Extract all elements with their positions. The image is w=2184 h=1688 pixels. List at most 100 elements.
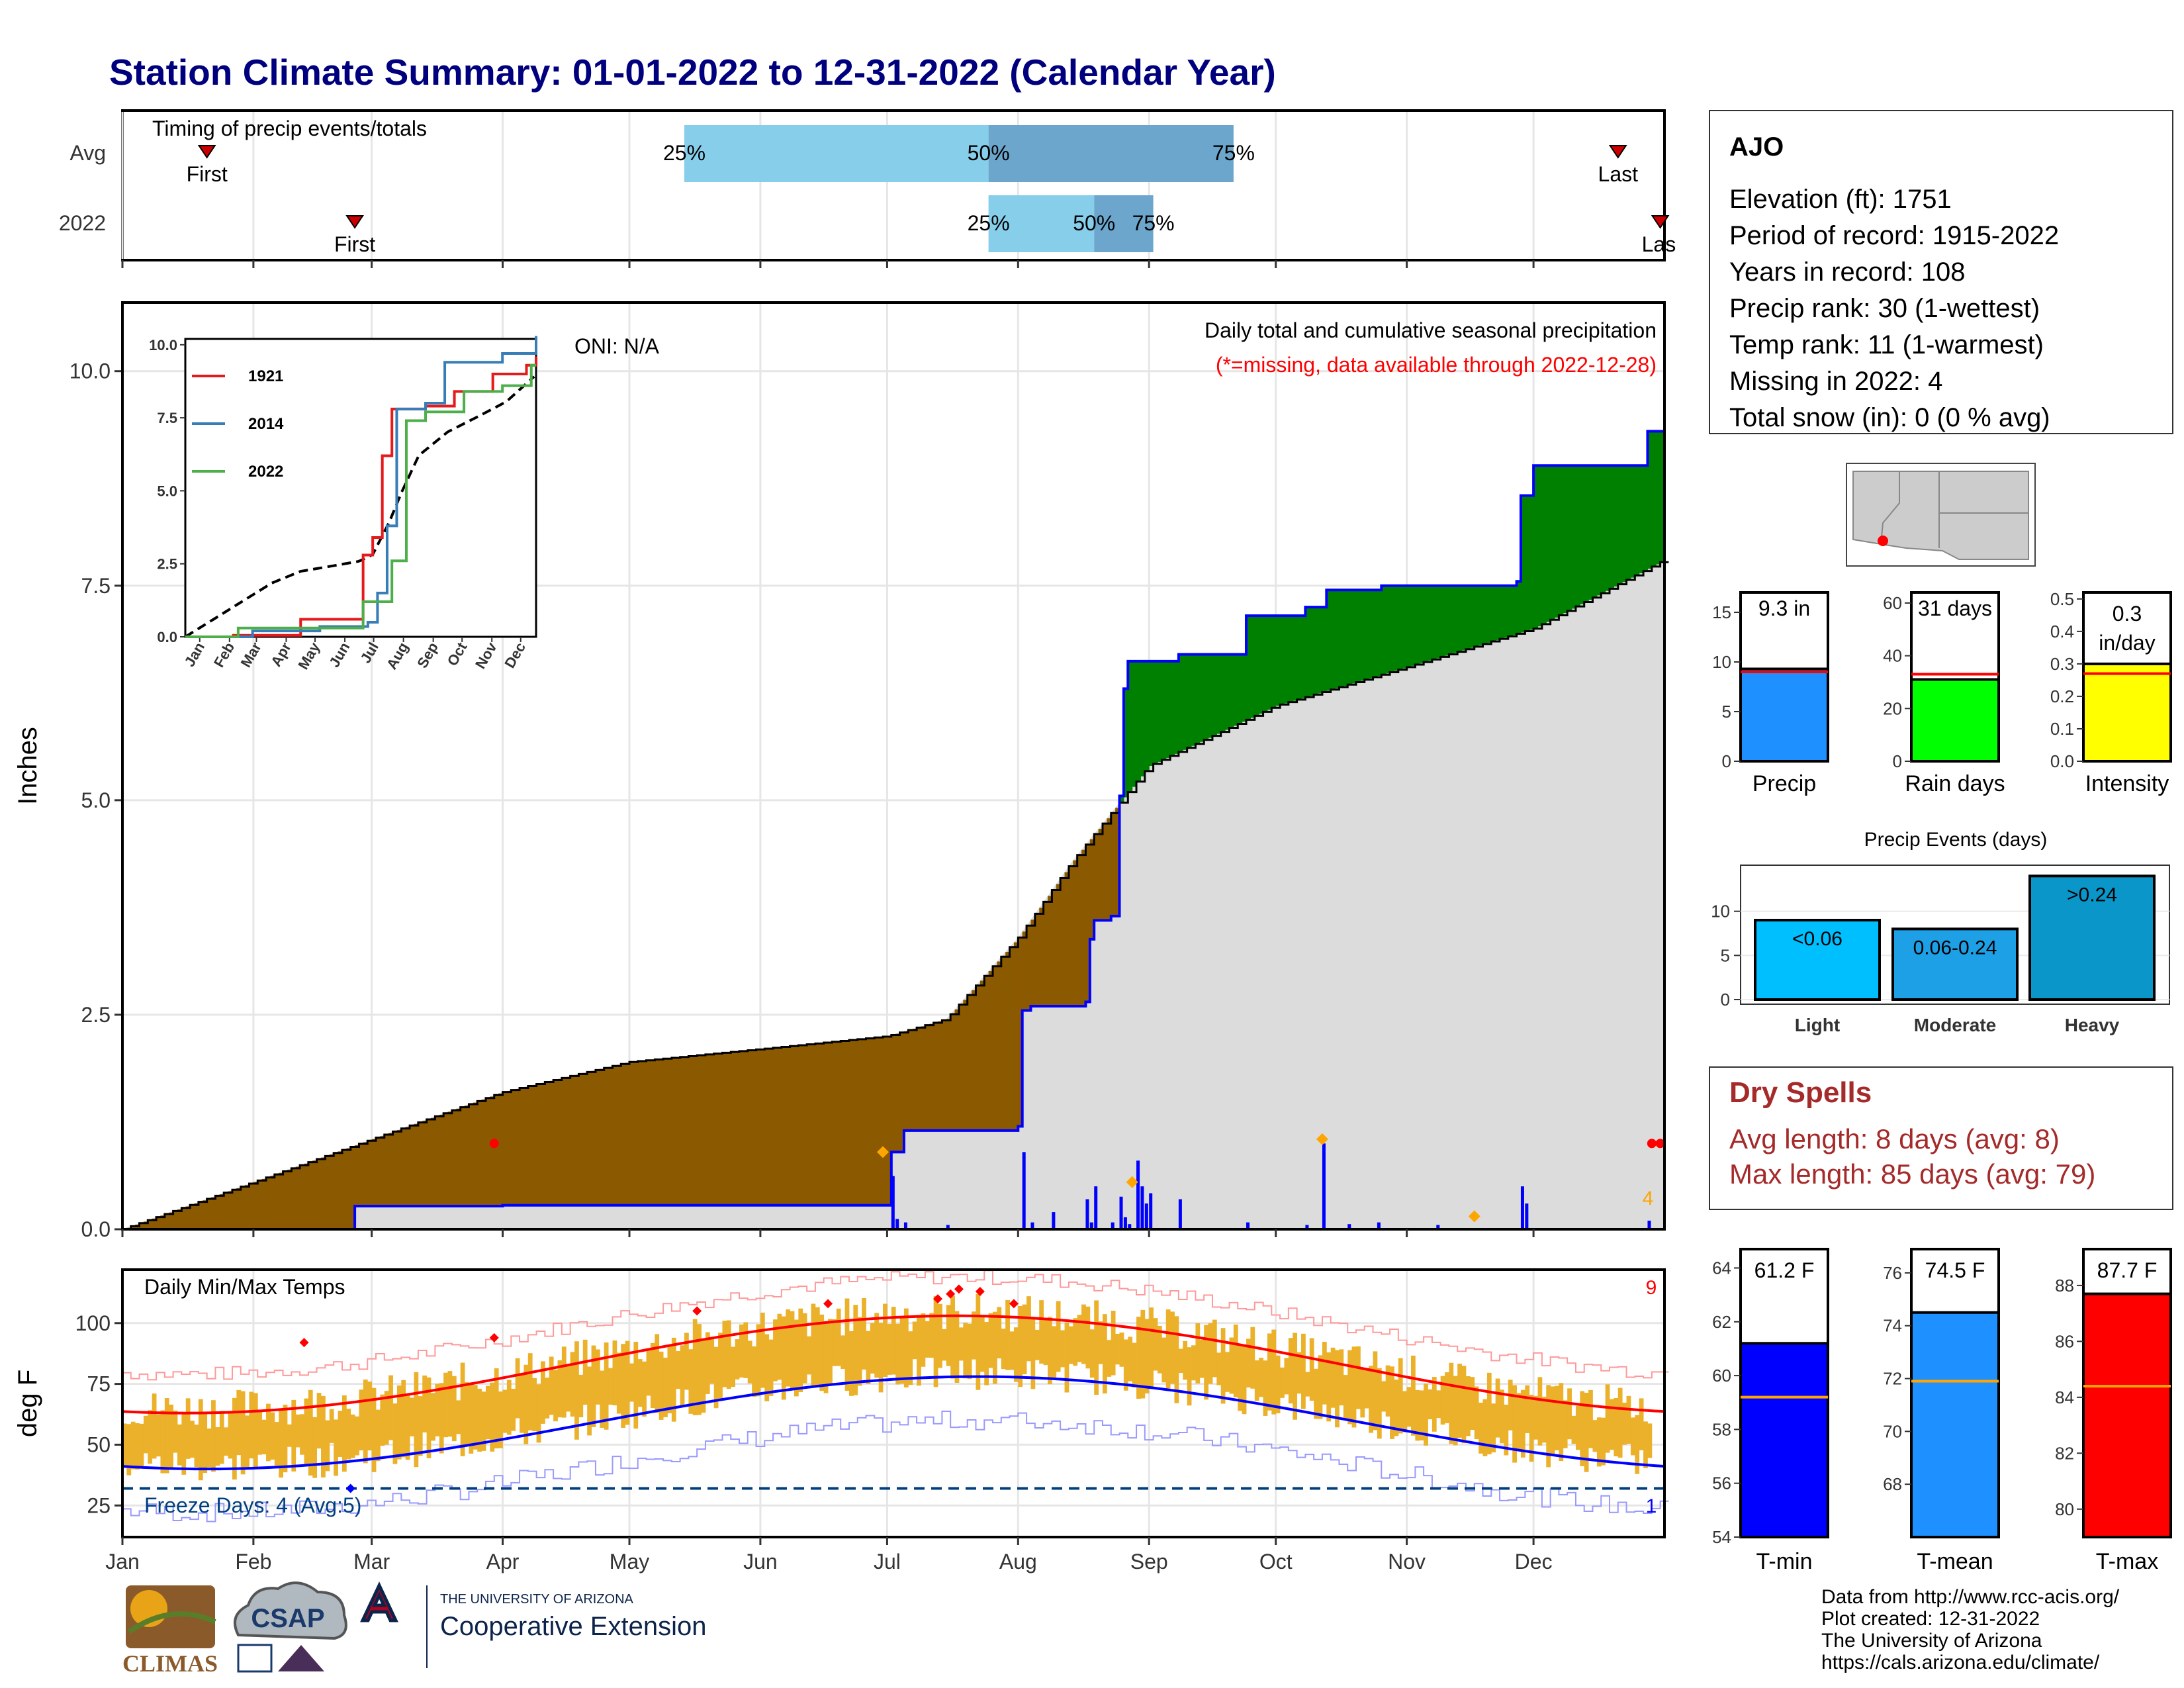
above-normal-fill	[1204, 654, 1209, 740]
below-normal-fill	[976, 985, 981, 1131]
daily-temp-bar	[883, 1303, 887, 1377]
daily-temp-bar	[135, 1423, 140, 1470]
timing-2022-iqr-low	[988, 195, 1095, 252]
above-normal-fill	[1216, 654, 1222, 734]
above-normal-fill	[1263, 616, 1268, 712]
daily-temp-bar	[958, 1327, 964, 1361]
temp-bar-tick-label: 68	[1883, 1474, 1902, 1494]
above-normal-fill	[1275, 616, 1281, 706]
month-label-sep: Sep	[1130, 1550, 1168, 1573]
temp-bar-value-t-mean	[1910, 1311, 2000, 1538]
daily-temp-bar	[616, 1352, 621, 1414]
daily-temp-bar	[1238, 1345, 1243, 1411]
above-normal-fill	[1347, 590, 1353, 685]
below-normal-fill	[206, 1199, 212, 1229]
daily-temp-bar	[380, 1394, 385, 1446]
daily-temp-bar	[1174, 1316, 1179, 1403]
daily-temp-bar	[1077, 1315, 1082, 1362]
below-normal-fill	[781, 1047, 786, 1205]
daily-temp-bar	[1161, 1337, 1167, 1383]
mini-bar-label: Precip	[1752, 771, 1816, 796]
daily-temp-bar	[1360, 1368, 1365, 1418]
below-normal-fill	[485, 1098, 490, 1206]
daily-temp-bar	[1533, 1395, 1538, 1440]
daily-temp-bar	[447, 1371, 453, 1437]
below-normal-fill	[143, 1221, 148, 1229]
daily-temp-bar	[1377, 1368, 1382, 1439]
above-normal-fill	[1626, 465, 1631, 580]
event-bar-moderate	[1891, 927, 2019, 1002]
mini-bar-tick-label: 0	[1722, 751, 1731, 771]
daily-temp-bar	[967, 1323, 972, 1380]
temp-bar-label: T-min	[1756, 1549, 1813, 1574]
above-normal-fill	[1293, 616, 1298, 701]
below-normal-fill	[219, 1194, 224, 1229]
above-normal-fill	[1584, 465, 1589, 602]
daily-temp-bar	[236, 1389, 242, 1456]
daily-temp-bar	[367, 1382, 373, 1451]
dry-spells-title: Dry Spells	[1729, 1076, 1872, 1109]
station-name: AJO	[1729, 132, 1784, 162]
climas-logo-text: CLIMAS	[122, 1650, 218, 1677]
daily-temp-bar	[1406, 1387, 1412, 1427]
record-high-marker	[975, 1287, 985, 1297]
daily-temp-bar	[266, 1403, 271, 1462]
daily-temp-bar	[637, 1359, 643, 1407]
above-normal-fill	[1419, 585, 1424, 664]
timing-2022-iqr-high	[1094, 195, 1154, 252]
daily-temp-bar	[1575, 1405, 1580, 1450]
info-elevation: Elevation (ft): 1751	[1729, 185, 1952, 214]
above-normal-fill	[1369, 590, 1374, 679]
below-normal-fill	[988, 970, 993, 1131]
daily-temp-bar	[1428, 1389, 1433, 1420]
above-normal-fill	[1132, 661, 1137, 787]
above-normal-fill	[1233, 654, 1238, 726]
below-normal-fill	[422, 1121, 428, 1206]
daily-temp-bar	[139, 1423, 144, 1467]
temp-bar-tick-label: 58	[1712, 1419, 1731, 1439]
below-normal-fill	[160, 1215, 165, 1229]
below-normal-fill	[760, 1049, 765, 1205]
above-normal-fill	[1428, 585, 1433, 661]
below-normal-fill	[887, 1036, 892, 1205]
above-normal-fill	[1482, 585, 1488, 644]
daily-temp-bar	[1563, 1400, 1568, 1448]
above-normal-fill	[1149, 661, 1154, 766]
above-normal-fill	[1309, 607, 1314, 696]
daily-temp-bar	[1461, 1366, 1467, 1444]
below-normal-fill	[798, 1045, 803, 1205]
below-normal-fill	[1048, 896, 1052, 1006]
daily-precip-bar	[1052, 1212, 1056, 1229]
daily-temp-bar	[540, 1361, 545, 1424]
daily-temp-bar	[917, 1315, 921, 1386]
daily-temp-bar	[1030, 1317, 1036, 1389]
inset-legend-label: 2014	[248, 415, 284, 433]
below-normal-fill	[266, 1177, 271, 1229]
daily-temp-bar	[1491, 1403, 1496, 1453]
above-normal-fill	[1212, 654, 1217, 736]
below-normal-fill	[477, 1101, 482, 1206]
daily-temp-bar	[169, 1404, 174, 1468]
events-y-tick-label: 5	[1721, 945, 1730, 965]
daily-temp-bar	[300, 1414, 304, 1455]
above-normal-fill	[1541, 465, 1547, 624]
daily-temp-bar	[185, 1398, 191, 1459]
below-normal-fill	[164, 1214, 169, 1229]
precip-y-tick-label: 7.5	[81, 574, 111, 598]
month-label-mar: Mar	[353, 1550, 390, 1573]
below-normal-fill	[870, 1037, 875, 1205]
temp-bar-tick-label: 54	[1712, 1527, 1731, 1547]
above-normal-fill	[1630, 465, 1635, 578]
daily-temp-bar	[1322, 1342, 1327, 1405]
above-normal-fill	[1440, 585, 1445, 657]
below-normal-fill	[773, 1047, 778, 1205]
month-label-jan: Jan	[105, 1550, 140, 1573]
above-normal-fill	[1250, 616, 1255, 718]
below-normal-fill	[701, 1055, 706, 1205]
above-normal-fill	[1157, 661, 1162, 762]
above-normal-fill	[1335, 590, 1340, 688]
below-normal-fill	[520, 1088, 525, 1205]
below-normal-fill	[451, 1110, 457, 1206]
daily-temp-bar	[921, 1313, 926, 1367]
below-normal-fill	[308, 1162, 313, 1229]
